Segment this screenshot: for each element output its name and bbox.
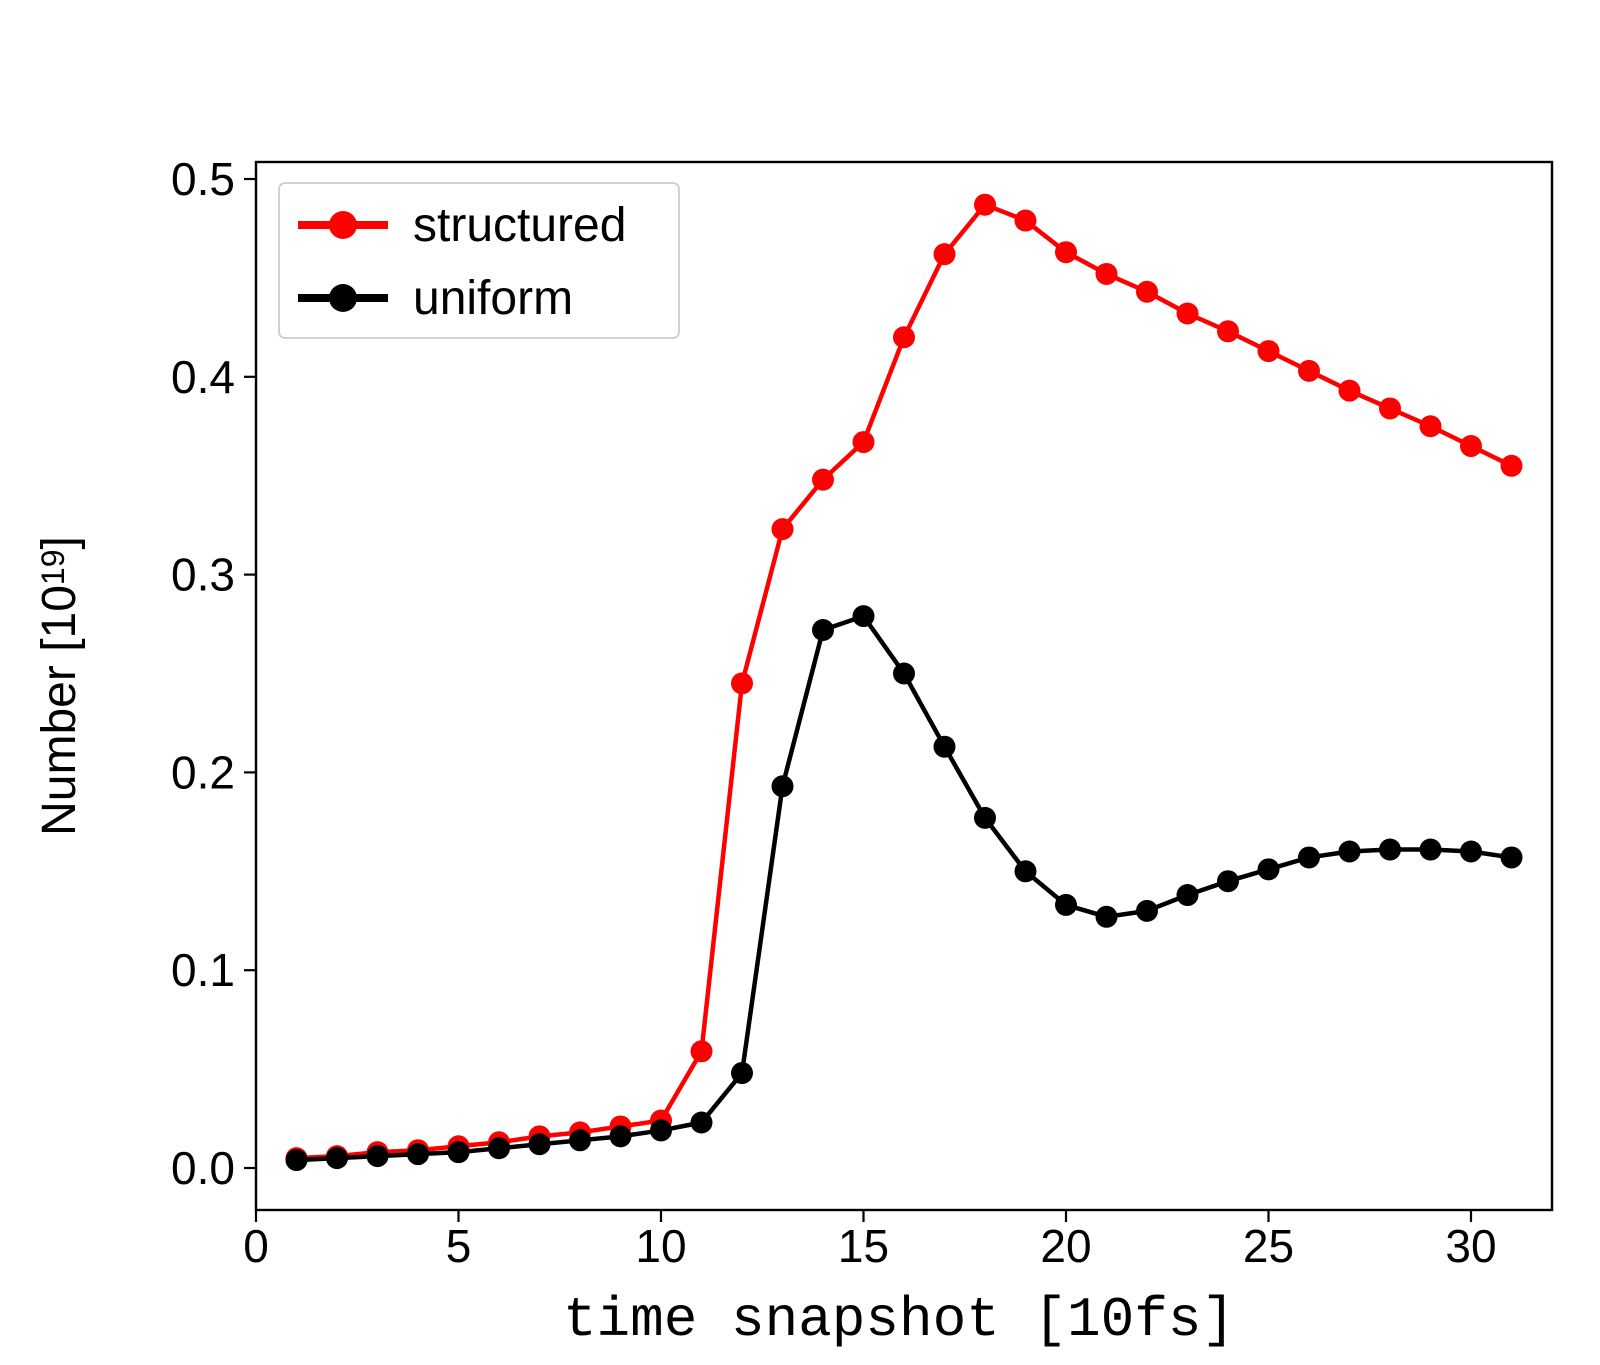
svg-text:25: 25 — [1243, 1220, 1294, 1272]
svg-text:structured: structured — [413, 199, 626, 252]
svg-text:time snapshot [10fs]: time snapshot [10fs] — [563, 1288, 1235, 1352]
svg-text:0.5: 0.5 — [171, 153, 235, 205]
svg-text:30: 30 — [1445, 1220, 1496, 1272]
svg-text:0.1: 0.1 — [171, 944, 235, 996]
svg-text:0.2: 0.2 — [171, 746, 235, 798]
svg-text:0.4: 0.4 — [171, 351, 235, 403]
svg-text:15: 15 — [838, 1220, 889, 1272]
svg-text:0.3: 0.3 — [171, 549, 235, 601]
svg-text:5: 5 — [446, 1220, 472, 1272]
svg-text:uniform: uniform — [413, 272, 573, 325]
svg-text:0.0: 0.0 — [171, 1142, 235, 1194]
svg-text:20: 20 — [1040, 1220, 1091, 1272]
svg-text:0: 0 — [243, 1220, 269, 1272]
svg-text:10: 10 — [635, 1220, 686, 1272]
